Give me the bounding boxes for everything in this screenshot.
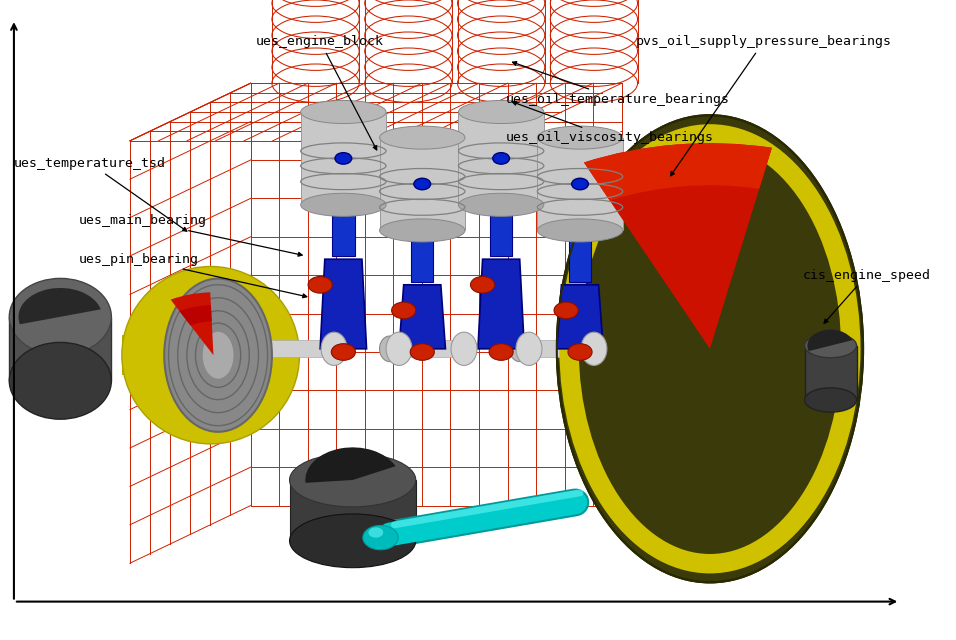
- Polygon shape: [290, 480, 416, 541]
- Circle shape: [332, 344, 356, 360]
- Ellipse shape: [459, 100, 544, 124]
- Ellipse shape: [537, 126, 622, 149]
- Ellipse shape: [202, 331, 234, 380]
- Polygon shape: [490, 173, 512, 256]
- Ellipse shape: [10, 278, 111, 355]
- Ellipse shape: [581, 332, 607, 365]
- Ellipse shape: [380, 219, 465, 242]
- Ellipse shape: [121, 266, 299, 444]
- Text: ues_pin_bearing: ues_pin_bearing: [79, 253, 307, 298]
- Text: ues_main_bearing: ues_main_bearing: [79, 214, 302, 256]
- Ellipse shape: [301, 100, 386, 124]
- Ellipse shape: [386, 332, 412, 365]
- Text: pvs_oil_supply_pressure_bearings: pvs_oil_supply_pressure_bearings: [636, 35, 892, 176]
- Circle shape: [568, 344, 592, 360]
- Polygon shape: [380, 138, 465, 230]
- Ellipse shape: [290, 514, 416, 568]
- Circle shape: [572, 179, 588, 189]
- Polygon shape: [320, 259, 366, 349]
- Circle shape: [368, 527, 383, 538]
- Polygon shape: [411, 198, 433, 282]
- Circle shape: [489, 344, 513, 360]
- Wedge shape: [180, 305, 211, 325]
- Ellipse shape: [321, 332, 347, 365]
- Ellipse shape: [805, 388, 857, 412]
- Polygon shape: [301, 112, 386, 205]
- Circle shape: [410, 344, 434, 360]
- Text: ues_oil_viscosity_bearings: ues_oil_viscosity_bearings: [506, 101, 714, 144]
- Wedge shape: [808, 330, 853, 351]
- Polygon shape: [333, 173, 355, 256]
- Ellipse shape: [10, 342, 111, 419]
- Wedge shape: [170, 292, 213, 355]
- Circle shape: [470, 276, 494, 293]
- Circle shape: [308, 276, 333, 293]
- Polygon shape: [520, 340, 598, 357]
- Ellipse shape: [537, 219, 622, 242]
- Circle shape: [335, 153, 352, 164]
- Ellipse shape: [451, 332, 477, 365]
- Text: cis_engine_speed: cis_engine_speed: [803, 269, 931, 323]
- Polygon shape: [537, 138, 622, 230]
- Polygon shape: [805, 346, 857, 400]
- Polygon shape: [459, 112, 544, 205]
- Ellipse shape: [510, 336, 530, 362]
- Ellipse shape: [516, 332, 542, 365]
- Wedge shape: [305, 447, 396, 483]
- Circle shape: [554, 302, 578, 319]
- Circle shape: [414, 179, 430, 189]
- Polygon shape: [121, 335, 129, 375]
- Wedge shape: [18, 288, 100, 324]
- Polygon shape: [556, 285, 603, 349]
- Polygon shape: [223, 340, 334, 357]
- Text: ues_engine_block: ues_engine_block: [256, 35, 384, 150]
- Circle shape: [492, 153, 510, 164]
- Text: ues_temperature_tsd: ues_temperature_tsd: [14, 157, 186, 231]
- Polygon shape: [478, 259, 524, 349]
- Polygon shape: [10, 317, 111, 381]
- Ellipse shape: [301, 193, 386, 216]
- Text: ues_oil_temperature_bearings: ues_oil_temperature_bearings: [506, 61, 729, 106]
- Circle shape: [392, 302, 416, 319]
- Ellipse shape: [556, 115, 863, 582]
- Polygon shape: [390, 340, 464, 357]
- Ellipse shape: [459, 193, 544, 216]
- Wedge shape: [584, 143, 771, 200]
- Ellipse shape: [164, 278, 272, 432]
- Ellipse shape: [380, 126, 465, 149]
- Polygon shape: [399, 285, 445, 349]
- Ellipse shape: [454, 336, 474, 362]
- Polygon shape: [569, 198, 591, 282]
- Ellipse shape: [290, 453, 416, 507]
- Circle shape: [363, 525, 398, 550]
- Ellipse shape: [380, 336, 400, 362]
- Wedge shape: [584, 143, 771, 349]
- Ellipse shape: [805, 333, 857, 358]
- Ellipse shape: [324, 336, 344, 362]
